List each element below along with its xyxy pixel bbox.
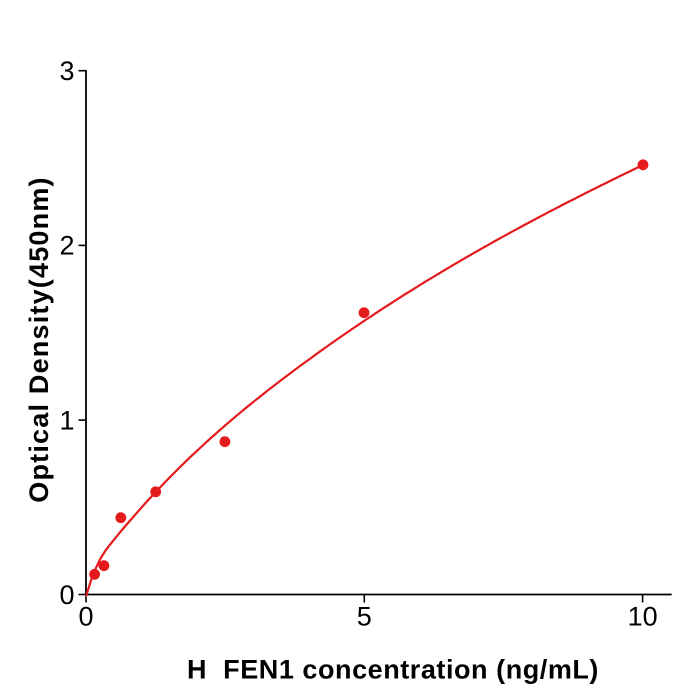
svg-text:2: 2	[59, 231, 74, 261]
svg-text:10: 10	[628, 602, 658, 632]
svg-text:0: 0	[78, 602, 93, 632]
svg-text:1: 1	[59, 405, 74, 435]
svg-text:Optical Density(450nm): Optical Density(450nm)	[24, 176, 54, 503]
svg-text:3: 3	[59, 56, 74, 86]
svg-text:0: 0	[59, 580, 74, 610]
svg-text:H FEN1 concentration (ng/mL): H FEN1 concentration (ng/mL)	[187, 655, 599, 685]
svg-text:5: 5	[357, 602, 372, 632]
